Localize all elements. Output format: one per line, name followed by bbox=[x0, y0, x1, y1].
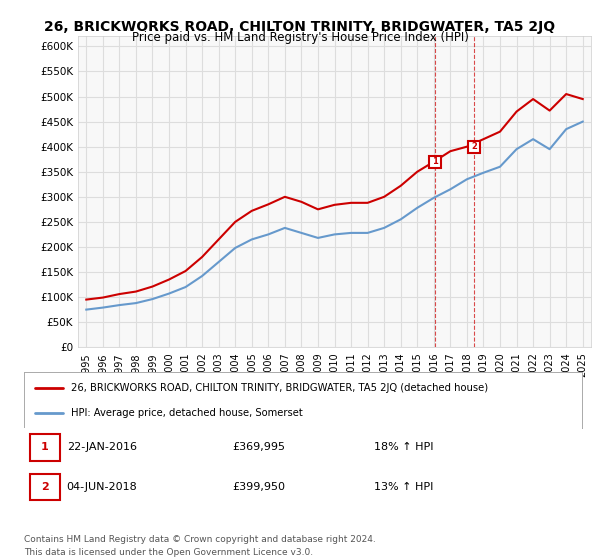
Text: 13% ↑ HPI: 13% ↑ HPI bbox=[374, 482, 433, 492]
Text: 1: 1 bbox=[431, 157, 437, 166]
Text: £369,995: £369,995 bbox=[232, 442, 285, 452]
Text: This data is licensed under the Open Government Licence v3.0.: This data is licensed under the Open Gov… bbox=[24, 548, 313, 557]
Text: HPI: Average price, detached house, Somerset: HPI: Average price, detached house, Some… bbox=[71, 408, 303, 418]
Text: 26, BRICKWORKS ROAD, CHILTON TRINITY, BRIDGWATER, TA5 2JQ (detached house): 26, BRICKWORKS ROAD, CHILTON TRINITY, BR… bbox=[71, 383, 488, 393]
Text: 04-JUN-2018: 04-JUN-2018 bbox=[67, 482, 137, 492]
Text: 2: 2 bbox=[41, 482, 49, 492]
Text: 22-JAN-2016: 22-JAN-2016 bbox=[67, 442, 137, 452]
Text: 26, BRICKWORKS ROAD, CHILTON TRINITY, BRIDGWATER, TA5 2JQ: 26, BRICKWORKS ROAD, CHILTON TRINITY, BR… bbox=[44, 20, 556, 34]
Text: Price paid vs. HM Land Registry's House Price Index (HPI): Price paid vs. HM Land Registry's House … bbox=[131, 31, 469, 44]
Text: 18% ↑ HPI: 18% ↑ HPI bbox=[374, 442, 433, 452]
Text: 2: 2 bbox=[471, 142, 477, 151]
Text: 1: 1 bbox=[41, 442, 49, 452]
Text: Contains HM Land Registry data © Crown copyright and database right 2024.: Contains HM Land Registry data © Crown c… bbox=[24, 535, 376, 544]
FancyBboxPatch shape bbox=[29, 435, 60, 460]
FancyBboxPatch shape bbox=[29, 474, 60, 501]
Text: £399,950: £399,950 bbox=[232, 482, 285, 492]
